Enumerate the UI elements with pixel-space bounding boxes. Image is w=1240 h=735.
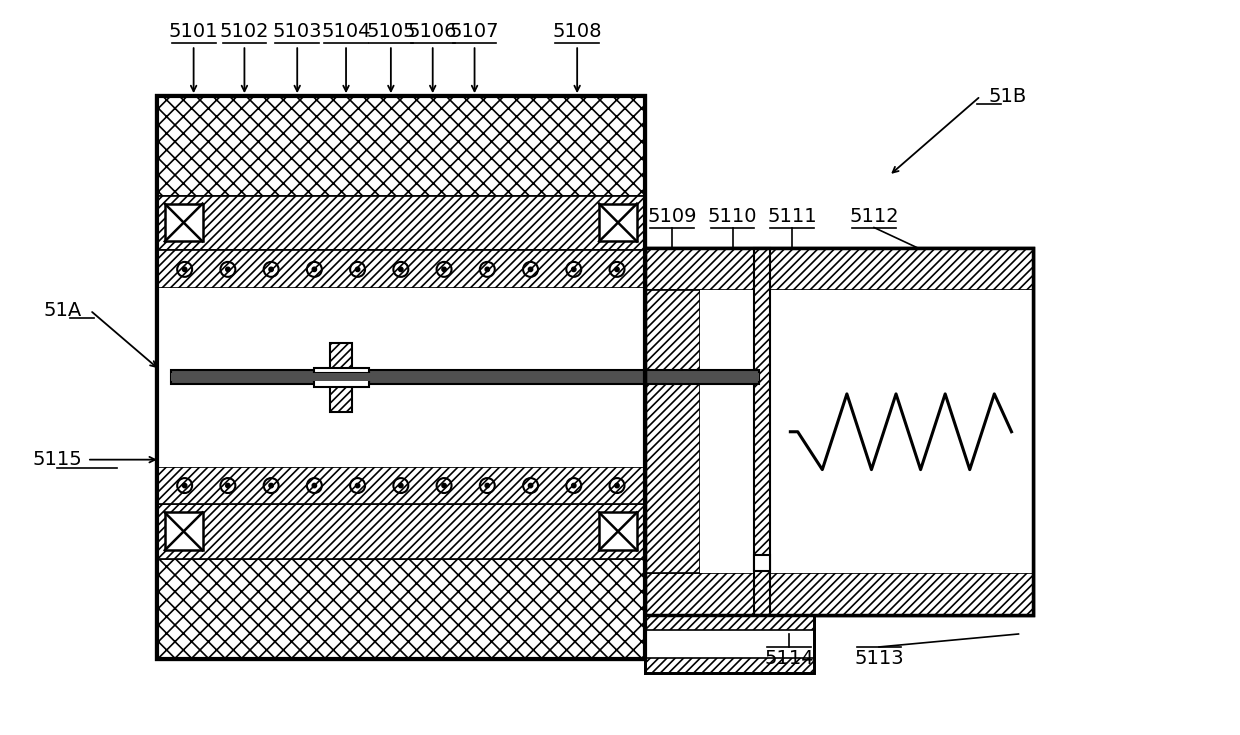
- Circle shape: [398, 268, 403, 271]
- Circle shape: [485, 268, 490, 271]
- Bar: [165, 512, 202, 551]
- Bar: [645, 615, 815, 673]
- Text: 5115: 5115: [32, 450, 82, 469]
- Circle shape: [312, 268, 316, 271]
- Bar: [156, 196, 645, 251]
- Bar: [156, 96, 645, 659]
- Bar: [314, 373, 370, 387]
- Circle shape: [615, 484, 619, 488]
- Text: 5110: 5110: [708, 207, 758, 226]
- Text: 5111: 5111: [768, 207, 817, 226]
- Bar: [645, 658, 815, 673]
- Bar: [156, 96, 645, 659]
- Bar: [171, 370, 759, 384]
- Circle shape: [441, 484, 446, 488]
- Bar: [645, 573, 1033, 615]
- Text: 5103: 5103: [273, 22, 322, 41]
- Circle shape: [226, 484, 231, 488]
- Text: 5104: 5104: [321, 22, 371, 41]
- Circle shape: [269, 268, 273, 271]
- Bar: [645, 615, 815, 630]
- Bar: [699, 290, 754, 573]
- Circle shape: [441, 268, 446, 271]
- Text: 5108: 5108: [552, 22, 601, 41]
- Bar: [156, 251, 645, 288]
- Bar: [645, 290, 699, 573]
- Bar: [156, 467, 645, 504]
- Text: 51A: 51A: [43, 301, 82, 320]
- Text: 5109: 5109: [647, 207, 697, 226]
- Bar: [156, 504, 645, 559]
- Circle shape: [356, 484, 360, 488]
- Circle shape: [572, 268, 575, 271]
- Circle shape: [356, 268, 360, 271]
- Bar: [645, 248, 1033, 615]
- Bar: [770, 290, 1033, 573]
- Bar: [645, 615, 815, 673]
- Text: 5106: 5106: [408, 22, 458, 41]
- Text: 5112: 5112: [849, 207, 899, 226]
- Bar: [156, 288, 645, 467]
- Bar: [599, 204, 637, 242]
- Circle shape: [528, 268, 533, 271]
- Circle shape: [485, 484, 490, 488]
- Circle shape: [398, 484, 403, 488]
- Bar: [156, 96, 645, 196]
- Bar: [645, 248, 1033, 290]
- Text: 5107: 5107: [450, 22, 500, 41]
- Text: 5105: 5105: [366, 22, 415, 41]
- Circle shape: [528, 484, 533, 488]
- Bar: [171, 373, 759, 381]
- Bar: [599, 512, 637, 551]
- Bar: [165, 204, 202, 242]
- Bar: [754, 555, 770, 571]
- Circle shape: [182, 484, 187, 488]
- Circle shape: [615, 268, 619, 271]
- Bar: [156, 559, 645, 659]
- Bar: [171, 373, 759, 381]
- Text: 5114: 5114: [765, 649, 815, 668]
- Bar: [330, 343, 352, 412]
- Text: 51B: 51B: [988, 87, 1027, 106]
- Circle shape: [182, 268, 187, 271]
- Text: 5113: 5113: [854, 649, 904, 668]
- Bar: [645, 248, 1033, 615]
- Text: 5102: 5102: [219, 22, 269, 41]
- Text: 5101: 5101: [169, 22, 218, 41]
- Bar: [754, 248, 770, 615]
- Circle shape: [572, 484, 575, 488]
- Circle shape: [226, 268, 231, 271]
- Circle shape: [269, 484, 273, 488]
- Circle shape: [312, 484, 316, 488]
- Bar: [314, 368, 370, 381]
